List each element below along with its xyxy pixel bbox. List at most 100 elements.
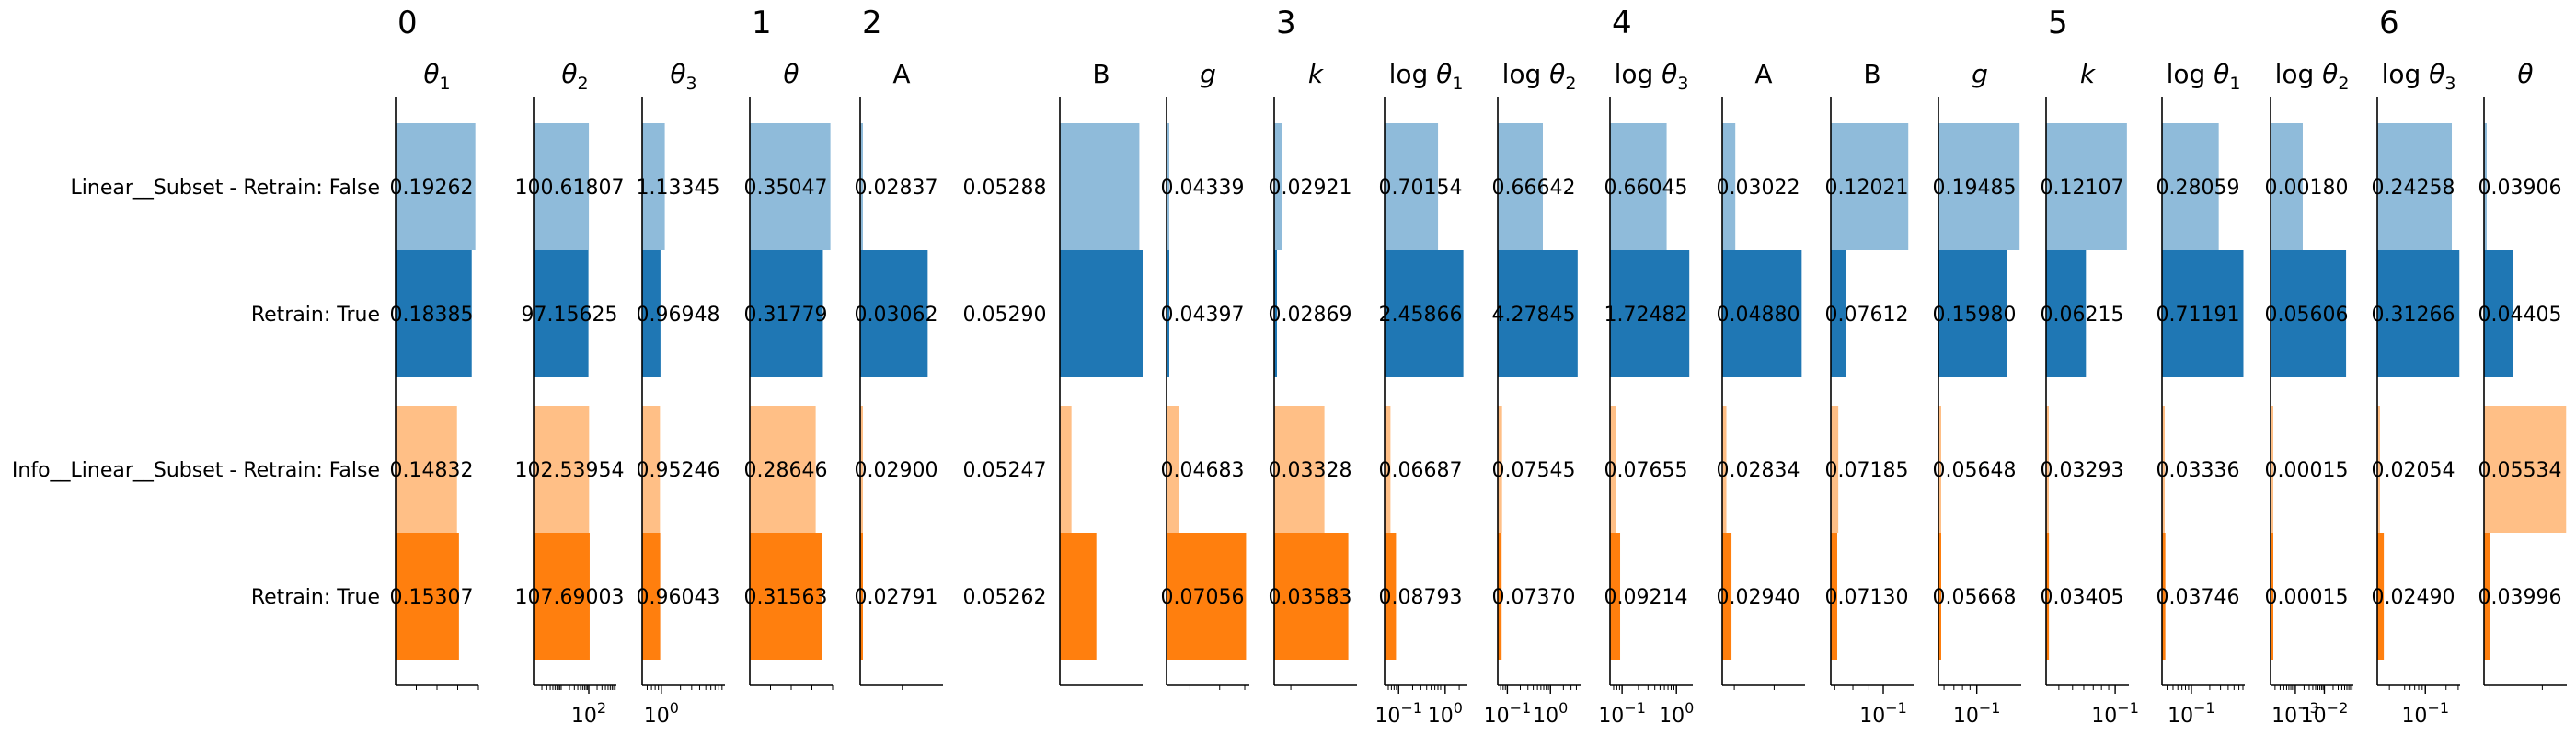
bar (1385, 250, 1464, 377)
bar (1831, 406, 1839, 533)
value-label: 0.14832 (390, 459, 474, 482)
panel-title: log θ2 (2275, 59, 2350, 94)
row-labels: Linear__Subset - Retrain: False Retrain: … (12, 177, 380, 609)
value-label: 0.03746 (2156, 586, 2240, 609)
bar (1831, 123, 1909, 250)
bar (1385, 406, 1391, 533)
value-label: 0.02837 (855, 177, 938, 200)
panel: θ 0.03906 0.04405 0.05534 0.03996 (2478, 59, 2567, 690)
panel-title: θ (783, 59, 799, 89)
bar (2046, 533, 2050, 660)
bar (396, 533, 459, 660)
value-label: 0.02054 (2372, 459, 2455, 482)
value-label: 0.07130 (1825, 586, 1909, 609)
bar (1938, 406, 1941, 533)
panel-title: g (1200, 59, 1216, 89)
value-label: 0.12107 (2041, 177, 2124, 200)
panel-title: θ2 (561, 59, 588, 94)
bar (1060, 123, 1140, 250)
panel-title: log θ2 (1502, 59, 1577, 94)
value-label: 0.15307 (390, 586, 474, 609)
bar (860, 406, 863, 533)
tick-label: 102 (571, 699, 606, 728)
value-label: 0.07612 (1825, 304, 1909, 327)
bar (534, 406, 590, 533)
tick-label: 100 (1659, 699, 1694, 728)
panel: A 0.03022 0.04880 0.02834 0.02940 (1717, 59, 1805, 690)
value-label: 0.05534 (2478, 459, 2562, 482)
bar (1167, 250, 1169, 377)
tick-label: 10−1 (1859, 699, 1907, 728)
bar (642, 123, 665, 250)
group-label: 6 (2379, 5, 2399, 41)
bar (1610, 123, 1667, 250)
bar (750, 533, 822, 660)
tick-label: 10−1 (1598, 699, 1646, 728)
panel: log θ1 10−1 0.28059 0.71191 0.03336 0.03746 (2156, 59, 2245, 728)
bar (2046, 406, 2049, 533)
value-label: 1.72482 (1604, 304, 1688, 327)
value-label: 0.05648 (1933, 459, 2017, 482)
panel: k 0.02921 0.02869 0.03328 0.03583 (1269, 59, 1357, 690)
value-label: 0.04405 (2478, 304, 2562, 327)
panel-title: A (892, 59, 910, 89)
value-label: 0.66045 (1604, 177, 1688, 200)
value-label: 0.07185 (1825, 459, 1909, 482)
value-label: 0.07655 (1604, 459, 1688, 482)
value-label: 0.04397 (1161, 304, 1245, 327)
panel-title: log θ1 (2167, 59, 2241, 94)
tick-label: 10−1 (2401, 699, 2449, 728)
panel-title: θ (2517, 59, 2533, 89)
value-label: 0.04683 (1161, 459, 1245, 482)
panel-title: log θ3 (2382, 59, 2456, 94)
bar (2162, 123, 2219, 250)
bar (1831, 533, 1838, 660)
panel: 0.05288 0.05290 0.05247 0.05262 (963, 177, 1047, 609)
value-label: 2.45866 (1379, 304, 1463, 327)
group-label: 4 (1612, 5, 1632, 41)
value-label: 0.04339 (1161, 177, 1245, 200)
bar (1274, 406, 1325, 533)
panel: log θ3 10−1 0.24258 0.31266 0.02054 0.02490 (2372, 59, 2460, 728)
panel-title: k (2080, 59, 2097, 89)
group-labels: 0 1 2 3 4 5 6 (397, 5, 2399, 41)
bar (2162, 533, 2166, 660)
value-label: 0.05262 (963, 586, 1047, 609)
panel-title: k (1308, 59, 1325, 89)
value-label: 0.24258 (2372, 177, 2455, 200)
bar (2377, 250, 2460, 377)
value-label: 0.02869 (1269, 304, 1352, 327)
bar (534, 123, 590, 250)
panel: log θ2 10−1 100 0.66642 4.27845 0.07545 0.0737… (1484, 59, 1581, 728)
panel: g 0.04339 0.04397 0.04683 0.07056 (1161, 59, 1249, 690)
bar (1610, 406, 1616, 533)
bar (1274, 123, 1282, 250)
value-label: 0.18385 (390, 304, 474, 327)
value-label: 107.69003 (515, 586, 625, 609)
bar (642, 406, 661, 533)
bar (1060, 250, 1143, 377)
value-label: 0.09214 (1604, 586, 1688, 609)
bar (2046, 123, 2127, 250)
bar (1610, 533, 1621, 660)
value-label: 0.28059 (2156, 177, 2240, 200)
value-label: 0.28646 (744, 459, 828, 482)
panel: B 10−1 0.12021 0.07612 0.07185 0.07130 (1825, 59, 1914, 728)
value-label: 0.07056 (1161, 586, 1245, 609)
value-label: 0.05606 (2265, 304, 2349, 327)
bar (2377, 123, 2453, 250)
value-label: 1.13345 (637, 177, 720, 200)
bar (534, 250, 589, 377)
bar (1385, 533, 1397, 660)
row-label: Linear__Subset - Retrain: False (71, 177, 380, 200)
bar (396, 123, 476, 250)
group-label: 0 (397, 5, 418, 41)
value-label: 100.61807 (515, 177, 625, 200)
value-label: 0.06215 (2041, 304, 2124, 327)
value-label: 0.05290 (963, 304, 1047, 327)
panel-title: θ1 (423, 59, 450, 94)
bar (2271, 250, 2347, 377)
value-label: 0.31563 (744, 586, 828, 609)
bar (2162, 406, 2165, 533)
bar (1060, 406, 1072, 533)
